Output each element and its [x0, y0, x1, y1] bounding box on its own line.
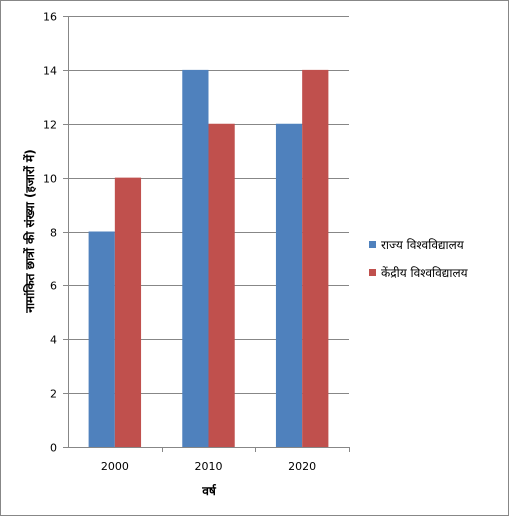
- legend-swatch: [369, 241, 376, 248]
- bar: [182, 69, 209, 447]
- legend: राज्य विश्वविद्यालय केंद्रीय विश्वविद्याल…: [369, 238, 469, 280]
- x-tick-label: 2000: [101, 460, 129, 473]
- bar: [88, 231, 115, 447]
- y-tick-label: 4: [50, 334, 57, 347]
- y-tick-label: 8: [50, 227, 57, 240]
- y-tick-label: 10: [43, 173, 57, 186]
- y-tick-labels: 0 2 4 6 8 10 12 14 16: [43, 11, 57, 455]
- bar: [208, 123, 235, 447]
- y-tick-label: 16: [43, 11, 57, 24]
- x-axis-title: वर्ष: [201, 484, 217, 498]
- y-axis-title: नामांकित छात्रों की संख्या (हजारों में): [23, 149, 37, 313]
- bars: [88, 69, 329, 447]
- y-tick-label: 0: [50, 442, 57, 455]
- bar: [302, 69, 329, 447]
- x-tick-label: 2020: [288, 460, 316, 473]
- legend-swatch: [369, 269, 376, 276]
- axes: [63, 16, 350, 452]
- y-tick-label: 14: [43, 65, 57, 78]
- y-tick-label: 2: [50, 388, 57, 401]
- y-tick-label: 12: [43, 119, 57, 132]
- legend-label: राज्य विश्वविद्यालय: [381, 238, 465, 252]
- bar: [275, 123, 303, 447]
- x-tick-label: 2010: [195, 460, 223, 473]
- legend-label: केंद्रीय विश्वविद्यालय: [381, 266, 469, 280]
- bar: [114, 177, 142, 447]
- y-tick-label: 6: [50, 280, 57, 293]
- x-tick-labels: 2000 2010 2020: [101, 460, 316, 473]
